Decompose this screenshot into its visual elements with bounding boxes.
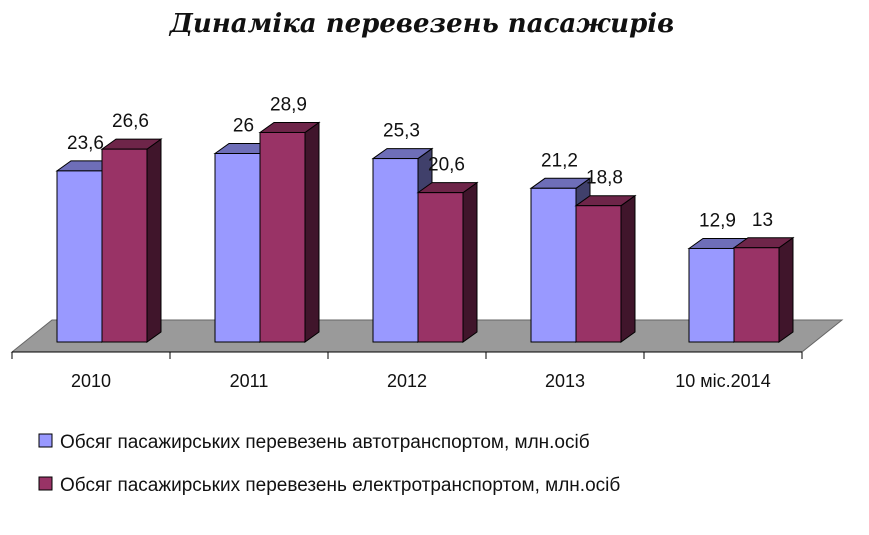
legend-swatch-auto <box>38 433 53 448</box>
data-label-auto-1: 26 <box>233 116 254 137</box>
data-label-electro-4: 13 <box>752 210 773 231</box>
x-axis: 2010 2011 2012 2013 10 міс.2014 <box>11 351 803 391</box>
x-tick-label: 2013 <box>545 371 585 391</box>
bar-electro-4 <box>732 236 795 343</box>
legend-label-auto: Обсяг пасажирських перевезень автотрансп… <box>60 432 590 453</box>
x-tick-label: 10 міс.2014 <box>675 371 770 391</box>
x-tick-label: 2012 <box>387 371 427 391</box>
bars-group <box>55 121 795 343</box>
x-tick-label: 2010 <box>71 371 111 391</box>
data-label-electro-2: 20,6 <box>428 155 465 176</box>
bar-electro-1 <box>258 121 321 343</box>
bar-electro-2 <box>416 181 479 343</box>
x-tick-label: 2011 <box>230 371 269 391</box>
data-label-electro-0: 26,6 <box>112 111 149 132</box>
legend: Обсяг пасажирських перевезень автотрансп… <box>38 432 620 496</box>
data-label-electro-3: 18,8 <box>586 168 623 189</box>
legend-label-electro: Обсяг пасажирських перевезень електротра… <box>60 475 620 496</box>
data-label-electro-1: 28,9 <box>270 94 307 115</box>
chart-title: Динаміка перевезень пасажирів <box>168 9 674 39</box>
data-labels-group: 23,6 26,6 26 28,9 25,3 20,6 21,2 18,8 12,9 13 <box>67 94 773 231</box>
bar-electro-3 <box>574 194 637 343</box>
bar-electro-0 <box>100 138 163 343</box>
data-label-auto-4: 12,9 <box>699 210 736 231</box>
legend-swatch-electro <box>38 476 53 491</box>
data-label-auto-0: 23,6 <box>67 133 104 154</box>
data-label-auto-3: 21,2 <box>541 150 578 171</box>
data-label-auto-2: 25,3 <box>383 121 420 142</box>
